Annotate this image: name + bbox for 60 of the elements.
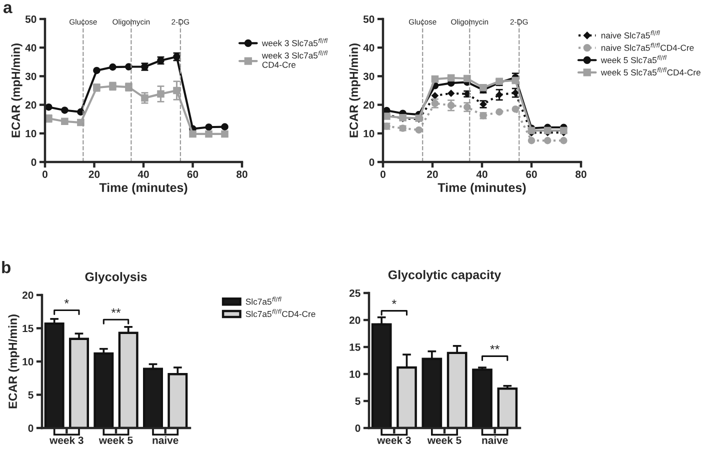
chart-title: Glycolysis <box>85 272 147 284</box>
x-tick-label: 80 <box>576 170 586 178</box>
y-tick-label: 15 <box>22 324 34 332</box>
annotation: * <box>392 300 396 304</box>
x-tick-label: 20 <box>88 170 100 178</box>
y-axis-title: ECAR (mpH/min) <box>349 44 360 138</box>
y-tick-label: 5 <box>28 391 34 399</box>
x-tick-label: naive <box>482 436 508 444</box>
y-tick-label: 10 <box>22 358 34 366</box>
chart-title: Glycolytic capacity <box>388 270 502 282</box>
y-tick-label: 0 <box>31 158 36 166</box>
legend-label: Slc7a5$^{fl/fl}$ <box>246 296 282 305</box>
x-tick-label: week 5 <box>98 436 133 444</box>
text: a <box>3 4 12 14</box>
y-tick-label: 20 <box>22 292 34 299</box>
x-tick-label: week 3 <box>377 436 411 444</box>
y-tick-label: 10 <box>26 130 36 138</box>
x-tick-label: naive <box>152 436 178 444</box>
text: b <box>2 261 10 274</box>
y-tick-label: 30 <box>25 72 36 80</box>
x-tick-label: 40 <box>476 170 488 178</box>
y-tick-label: 15 <box>350 344 360 351</box>
y-tick-label: 50 <box>25 16 36 23</box>
y-tick-label: 0 <box>28 424 34 432</box>
x-tick-label: 80 <box>236 170 248 178</box>
annotation: ** <box>111 308 121 313</box>
y-axis-title: ECAR (mpH/min) <box>11 44 22 138</box>
y-tick-label: 10 <box>364 130 374 138</box>
x-tick-label: 60 <box>187 170 198 178</box>
annotation: ** <box>490 344 500 350</box>
x-tick-label: week 3 <box>50 436 84 444</box>
legend-label: week 5 Slc7a5$^{fl/fl}$ <box>600 55 667 64</box>
y-tick-label: 5 <box>355 398 360 405</box>
y-tick-label: 20 <box>349 316 360 324</box>
y-tick-label: 40 <box>363 44 374 52</box>
y-axis-title: ECAR (mpH/min) <box>8 314 20 408</box>
text: week 3 Slc7a5$^{fl/fl}$ CD4-Cre <box>262 50 328 68</box>
x-tick-label: 0 <box>380 170 386 178</box>
y-tick-label: 20 <box>25 101 36 109</box>
y-tick-label: 50 <box>363 16 374 23</box>
legend-label: naive Slc7a5$^{fl/fl}$CD4-Cre <box>601 42 694 51</box>
x-axis-title: Time (minutes) <box>438 182 526 194</box>
annotation: * <box>64 299 69 304</box>
y-tick-label: 10 <box>350 370 360 378</box>
y-tick-label: 30 <box>363 72 374 80</box>
x-tick-label: 60 <box>526 170 537 178</box>
x-tick-label: 40 <box>138 170 149 178</box>
legend-label: naive Slc7a5$^{fl/fl}$ <box>601 30 660 39</box>
y-tick-label: 0 <box>355 424 360 432</box>
x-axis-title: Time (minutes) <box>99 182 188 194</box>
legend-label: week 5 Slc7a5$^{fl/fl}$CD4-Cre <box>600 68 700 76</box>
legend-label: week 3 Slc7a5$^{fl/fl}$ <box>262 38 328 46</box>
x-tick-label: 0 <box>42 170 48 178</box>
y-tick-label: 40 <box>25 44 36 52</box>
legend-label: Slc7a5$^{fl/fl}$CD4-Cre <box>246 309 316 318</box>
y-tick-label: 20 <box>363 101 374 109</box>
y-tick-label: 25 <box>349 290 360 297</box>
x-tick-label: week 5 <box>427 436 462 444</box>
x-tick-label: 20 <box>427 170 438 178</box>
y-tick-label: 0 <box>369 158 374 166</box>
